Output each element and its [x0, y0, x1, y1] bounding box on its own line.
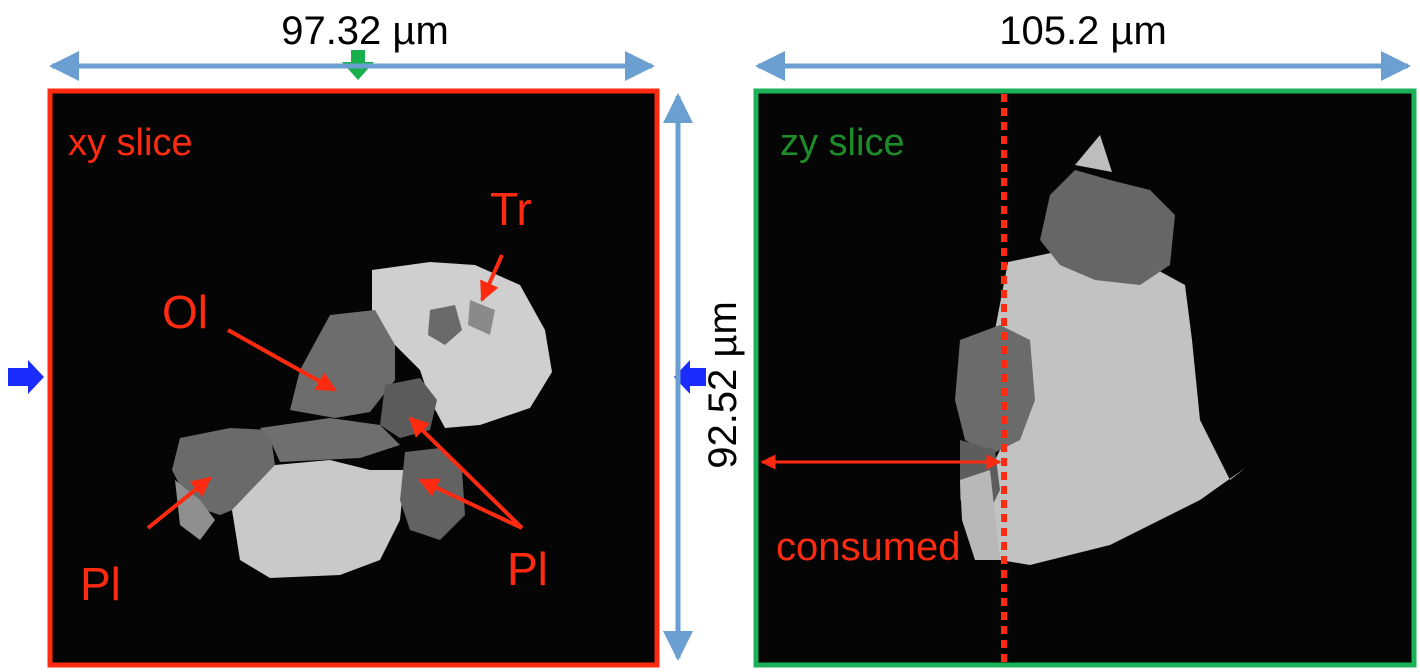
arrow-pl-left	[146, 476, 212, 530]
arrow-pl-right-lower	[418, 478, 523, 530]
grain-tr-streak	[428, 305, 462, 345]
label-ol: Ol	[162, 286, 208, 338]
zy-width-label: 105.2 µm	[999, 9, 1167, 53]
grain-ol	[290, 310, 395, 418]
arrow-ol	[227, 328, 337, 392]
zy-grain-dark-upper	[1040, 170, 1175, 285]
zy-slice-title: zy slice	[780, 122, 905, 164]
consumed-label: consumed	[776, 525, 961, 569]
xy-panel: xy slice Tr Ol Pl Pl	[8, 50, 706, 668]
label-tr: Tr	[490, 183, 532, 235]
zy-panel: zy slice consumed	[753, 88, 1417, 668]
grain-tr	[372, 262, 552, 428]
xy-panel-border	[47, 88, 660, 668]
zy-grain-light	[990, 250, 1245, 565]
zy-grain-tip	[1075, 135, 1112, 172]
xy-sample	[172, 262, 552, 578]
zy-panel-border	[753, 88, 1417, 668]
grain-band	[260, 418, 400, 462]
grain-light-lower	[232, 460, 405, 578]
grain-crumbs	[175, 480, 215, 540]
slice-marker-left-icon	[8, 360, 44, 394]
xy-width-label: 97.32 µm	[281, 9, 449, 53]
arrow-pl-right-upper	[408, 416, 524, 530]
label-pl-left: Pl	[80, 558, 121, 610]
zy-grain-light-left	[960, 470, 1000, 560]
grain-tr-streak	[468, 300, 495, 335]
label-pl-right: Pl	[507, 543, 548, 595]
zy-grain-dark-left	[955, 325, 1035, 455]
xy-slice-title: xy slice	[68, 122, 193, 164]
height-label: 92.52 µm	[701, 301, 745, 469]
arrow-tr	[480, 254, 504, 302]
